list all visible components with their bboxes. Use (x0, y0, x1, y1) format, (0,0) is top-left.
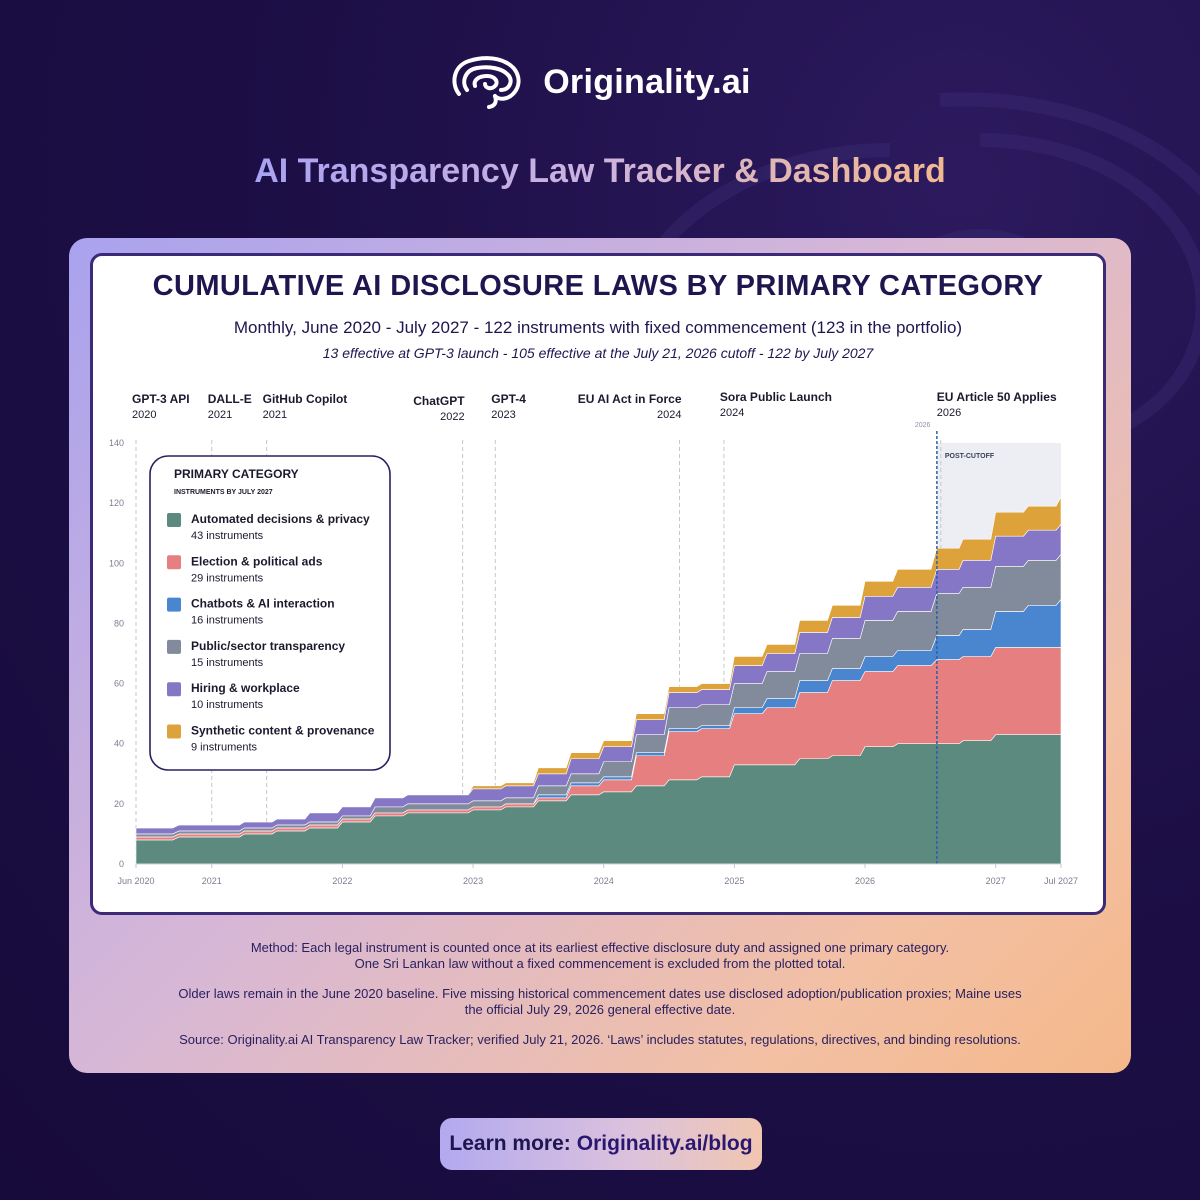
method-line-2: One Sri Lankan law without a fixed comme… (354, 956, 846, 971)
x-tick-label: 2025 (724, 876, 744, 886)
legend-item-label: Chatbots & AI interaction (191, 597, 335, 611)
x-tick-label: 2021 (202, 876, 222, 886)
x-tick-label: 2022 (332, 876, 352, 886)
y-tick-label: 80 (114, 618, 124, 628)
legend-item-label: Synthetic content & provenance (191, 724, 375, 738)
brand-header: Originality.ai (0, 52, 1200, 112)
area-series-synthetic-content-provenance (136, 496, 1062, 829)
legend-subtitle: INSTRUMENTS BY JULY 2027 (174, 489, 273, 496)
y-tick-label: 0 (119, 859, 124, 869)
milestone-year: 2023 (491, 409, 515, 421)
y-tick-label: 100 (109, 558, 124, 568)
baseline-paragraph: Older laws remain in the June 2020 basel… (90, 986, 1110, 1018)
x-tick-label: 2026 (855, 876, 875, 886)
chart-note: 13 effective at GPT-3 launch - 105 effec… (322, 345, 874, 361)
milestone-year: 2026 (937, 407, 961, 419)
legend-item-count: 10 instruments (191, 699, 264, 711)
legend-item-label: Hiring & workplace (191, 681, 300, 695)
x-tick-label: Jun 2020 (117, 876, 154, 886)
method-line-1: Method: Each legal instrument is counted… (250, 940, 950, 955)
y-tick-label: 140 (109, 438, 124, 448)
y-tick-label: 120 (109, 498, 124, 508)
legend-item-label: Public/sector transparency (191, 639, 345, 653)
milestone-label: GitHub Copilot (263, 392, 348, 406)
x-tick-label: 2023 (463, 876, 483, 886)
legend-swatch (167, 555, 181, 570)
cutoff-year-label: 2026 (915, 422, 931, 429)
dashboard-title-text: AI Transparency Law Tracker & Dashboard (254, 152, 946, 190)
y-tick-label: 40 (114, 739, 124, 749)
x-tick-label: Jul 2027 (1044, 876, 1078, 886)
milestone-label: Sora Public Launch (720, 390, 832, 404)
legend-item-count: 16 instruments (191, 615, 264, 627)
cta-link[interactable]: Originality.ai/blog (576, 1132, 753, 1155)
method-line-3: Older laws remain in the June 2020 basel… (178, 986, 1022, 1001)
legend-item-count: 15 instruments (191, 657, 264, 669)
milestone-year: 2024 (720, 407, 744, 419)
legend-swatch (167, 597, 181, 612)
chart-title: CUMULATIVE AI DISCLOSURE LAWS BY PRIMARY… (152, 270, 1044, 302)
milestone-year: 2021 (263, 409, 287, 421)
learn-more-button[interactable]: Learn more: Originality.ai/blog (440, 1118, 762, 1170)
legend-item-count: 29 instruments (191, 572, 264, 584)
legend-item-label: Automated decisions & privacy (191, 512, 370, 526)
dashboard-title: AI Transparency Law Tracker & Dashboard (0, 152, 1200, 191)
x-tick-label: 2027 (986, 876, 1006, 886)
post-cutoff-label: POST-CUTOFF (945, 453, 995, 460)
method-notes: Method: Each legal instrument is counted… (90, 940, 1110, 1062)
milestone-label: DALL-E (208, 392, 252, 406)
legend-item-label: Election & political ads (191, 554, 323, 568)
milestone-label: ChatGPT (413, 394, 465, 408)
y-tick-label: 20 (114, 799, 124, 809)
legend-box (149, 455, 391, 771)
milestone-year: 2021 (208, 409, 232, 421)
x-tick-label: 2024 (594, 876, 614, 886)
legend-item-count: 43 instruments (191, 530, 264, 542)
legend-swatch (167, 682, 181, 697)
y-tick-label: 60 (114, 679, 124, 689)
stacked-area-chart: POST-CUTOFF 2026 0 20 40 60 80 100 120 140 Jun 202… (109, 390, 1078, 886)
milestone-year: 2020 (132, 409, 156, 421)
milestone-label: EU Article 50 Applies (937, 390, 1057, 404)
milestone-label: GPT-3 API (132, 392, 190, 406)
source-line: Source: Originality.ai AI Transparency L… (179, 1032, 1021, 1047)
milestone-label: EU AI Act in Force (578, 392, 682, 406)
chart-card: CUMULATIVE AI DISCLOSURE LAWS BY PRIMARY… (90, 253, 1106, 915)
legend-title: PRIMARY CATEGORY (174, 467, 299, 481)
cta-prefix: Learn more: (449, 1132, 571, 1155)
legend-swatch (167, 513, 181, 527)
legend-swatch (167, 724, 181, 739)
milestone-year: 2022 (440, 411, 464, 423)
brain-logo-icon (452, 56, 521, 109)
method-paragraph: Method: Each legal instrument is counted… (90, 940, 1110, 972)
milestone-label: GPT-4 (491, 392, 526, 406)
method-line-4: the official July 29, 2026 general effec… (464, 1002, 736, 1017)
brand-name: Originality.ai (543, 62, 751, 101)
chart-subtitle: Monthly, June 2020 - July 2027 - 122 ins… (233, 318, 963, 337)
milestone-year: 2024 (657, 409, 681, 421)
legend-swatch (167, 639, 181, 654)
legend-item-count: 9 instruments (191, 742, 258, 754)
source-paragraph: Source: Originality.ai AI Transparency L… (90, 1032, 1110, 1048)
